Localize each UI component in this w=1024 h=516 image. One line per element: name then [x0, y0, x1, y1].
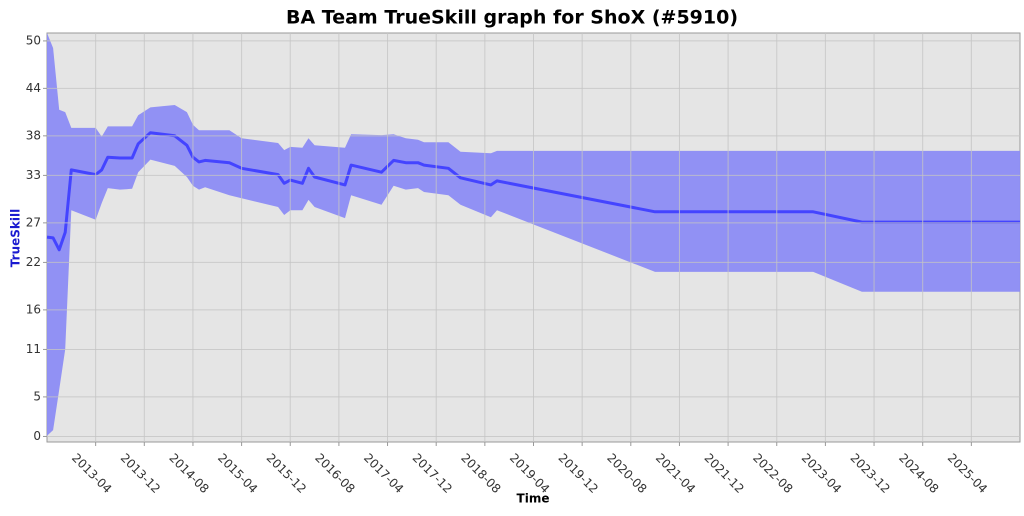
x-tick-label: 2013-04 — [69, 451, 114, 496]
x-tick-label: 2015-04 — [215, 451, 260, 496]
y-tick-label: 38 — [26, 128, 41, 142]
y-tick-label: 11 — [26, 342, 41, 356]
x-tick-label: 2019-12 — [556, 451, 601, 496]
x-tick-label: 2025-04 — [945, 451, 990, 496]
x-tick-label: 2015-12 — [264, 451, 309, 496]
x-tick-label: 2018-08 — [458, 451, 503, 496]
x-tick-label: 2019-04 — [507, 451, 552, 496]
y-tick-label: 50 — [26, 33, 41, 47]
x-tick-label: 2016-08 — [312, 451, 357, 496]
chart-title: BA Team TrueSkill graph for ShoX (#5910) — [286, 7, 738, 29]
x-axis-label: Time — [517, 492, 550, 506]
x-tick-label: 2023-04 — [799, 451, 844, 496]
x-tick-label: 2021-04 — [653, 451, 698, 496]
y-axis-label: TrueSkill — [9, 209, 23, 267]
x-tick-label: 2021-12 — [702, 451, 747, 496]
y-tick-label: 5 — [33, 389, 41, 403]
x-tick-label: 2017-12 — [410, 451, 455, 496]
x-tick-label: 2017-04 — [361, 451, 406, 496]
x-tick-label: 2014-08 — [166, 451, 211, 496]
y-tick-label: 16 — [26, 302, 41, 316]
y-tick-label: 27 — [26, 215, 41, 229]
y-tick-label: 22 — [26, 255, 41, 269]
x-tick-label: 2013-12 — [118, 451, 163, 496]
y-tick-label: 44 — [26, 81, 41, 95]
y-tick-label: 0 — [33, 429, 41, 443]
x-tick-label: 2022-08 — [750, 451, 795, 496]
x-tick-label: 2024-08 — [896, 451, 941, 496]
x-tick-label: 2023-12 — [847, 451, 892, 496]
trueskill-line — [46, 131, 1020, 252]
y-tick-label: 33 — [26, 168, 41, 182]
x-tick-label: 2020-08 — [604, 451, 649, 496]
